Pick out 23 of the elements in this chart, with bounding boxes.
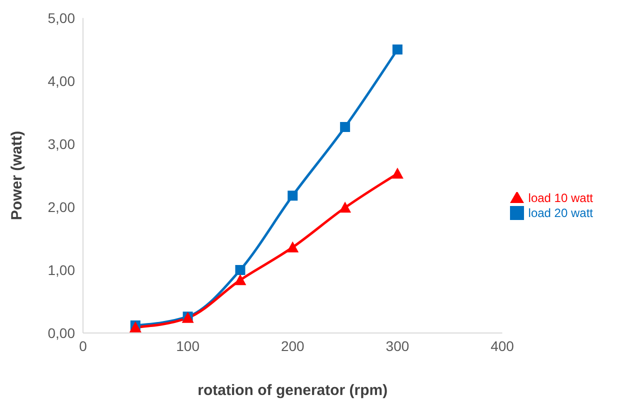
x-tick-label: 0 <box>79 338 88 354</box>
x-tick-label: 200 <box>280 338 305 354</box>
legend-label: load 20 watt <box>528 206 593 220</box>
x-tick-label: 300 <box>386 338 410 354</box>
legend-label: load 10 watt <box>528 190 593 205</box>
point <box>392 44 402 54</box>
point <box>339 202 352 213</box>
y-tick-label: 5,00 <box>48 10 76 26</box>
point <box>340 122 350 132</box>
y-tick-label: 4,00 <box>48 72 76 89</box>
x-axis-title: rotation of generator (rpm) <box>198 382 388 399</box>
y-tick-label: 3,00 <box>48 136 76 152</box>
y-tick-label: 0,00 <box>48 324 76 341</box>
point <box>288 190 298 201</box>
x-tick-label: 100 <box>176 338 200 354</box>
point <box>286 241 299 252</box>
y-tick-label: 2,00 <box>48 198 76 215</box>
y-axis-title: Power (watt) <box>8 130 26 220</box>
point <box>391 168 404 179</box>
y-tick-label: 1,00 <box>48 262 76 278</box>
point <box>235 265 246 275</box>
x-tick-label: 400 <box>490 338 514 354</box>
point <box>234 274 246 286</box>
